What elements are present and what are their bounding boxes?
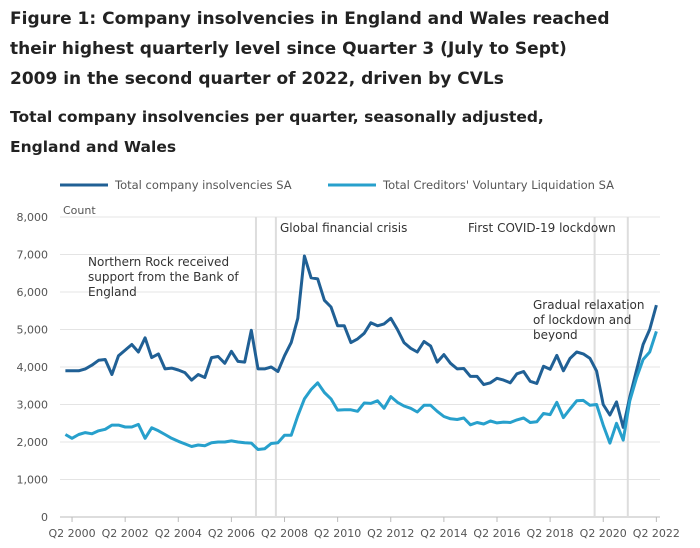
y-axis-label: Count: [63, 204, 96, 217]
y-tick-label: 3,000: [17, 399, 49, 412]
x-tick-label: Q2 2020: [580, 527, 627, 540]
annotation-label: Northern Rock received support from the B…: [88, 255, 239, 299]
annotation-line-text: of lockdown and: [533, 313, 631, 327]
x-tick-label: Q2 2006: [208, 527, 255, 540]
x-tick-label: Q2 2016: [473, 527, 520, 540]
annotation-line-text: Northern Rock received: [88, 255, 229, 269]
x-tick-label: Q2 2008: [261, 527, 308, 540]
x-tick-label: Q2 2004: [155, 527, 202, 540]
x-tick-label: Q2 2022: [633, 527, 680, 540]
y-tick-label: 0: [41, 511, 48, 524]
x-tick-label: Q2 2012: [367, 527, 414, 540]
annotation-line-text: Global financial crisis: [280, 221, 407, 235]
y-tick-label: 5,000: [17, 324, 49, 337]
annotation-line-text: First COVID-19 lockdown: [468, 221, 616, 235]
y-tick-label: 1,000: [17, 474, 49, 487]
y-tick-label: 4,000: [17, 361, 49, 374]
annotation-line-text: support from the Bank of: [88, 270, 239, 284]
x-tick-label: Q2 2018: [527, 527, 574, 540]
y-tick-label: 6,000: [17, 286, 49, 299]
annotation-line-text: England: [88, 285, 137, 299]
x-tick-label: Q2 2002: [102, 527, 149, 540]
y-tick-label: 2,000: [17, 436, 49, 449]
legend-label: Total company insolvencies SA: [114, 178, 292, 192]
y-tick-label: 8,000: [17, 211, 49, 224]
annotation-label: Global financial crisis: [280, 221, 407, 235]
x-tick-label: Q2 2014: [420, 527, 467, 540]
series-line-1: [65, 254, 658, 429]
annotation-label: First COVID-19 lockdown: [468, 221, 616, 235]
annotation-line-text: Gradual relaxation: [533, 298, 645, 312]
annotation-label: Gradual relaxation of lockdown and beyond: [533, 298, 645, 342]
legend-label: Total Creditors' Voluntary Liquidation S…: [382, 178, 614, 192]
chart-subtitle: Total company insolvencies per quarter, …: [10, 108, 544, 156]
y-tick-label: 7,000: [17, 249, 49, 262]
series-line-2: [64, 330, 658, 451]
chart-title: Figure 1: Company insolvencies in Englan…: [10, 9, 610, 89]
x-tick-label: Q2 2000: [48, 527, 95, 540]
annotation-line-text: beyond: [533, 328, 578, 342]
x-tick-label: Q2 2010: [314, 527, 361, 540]
